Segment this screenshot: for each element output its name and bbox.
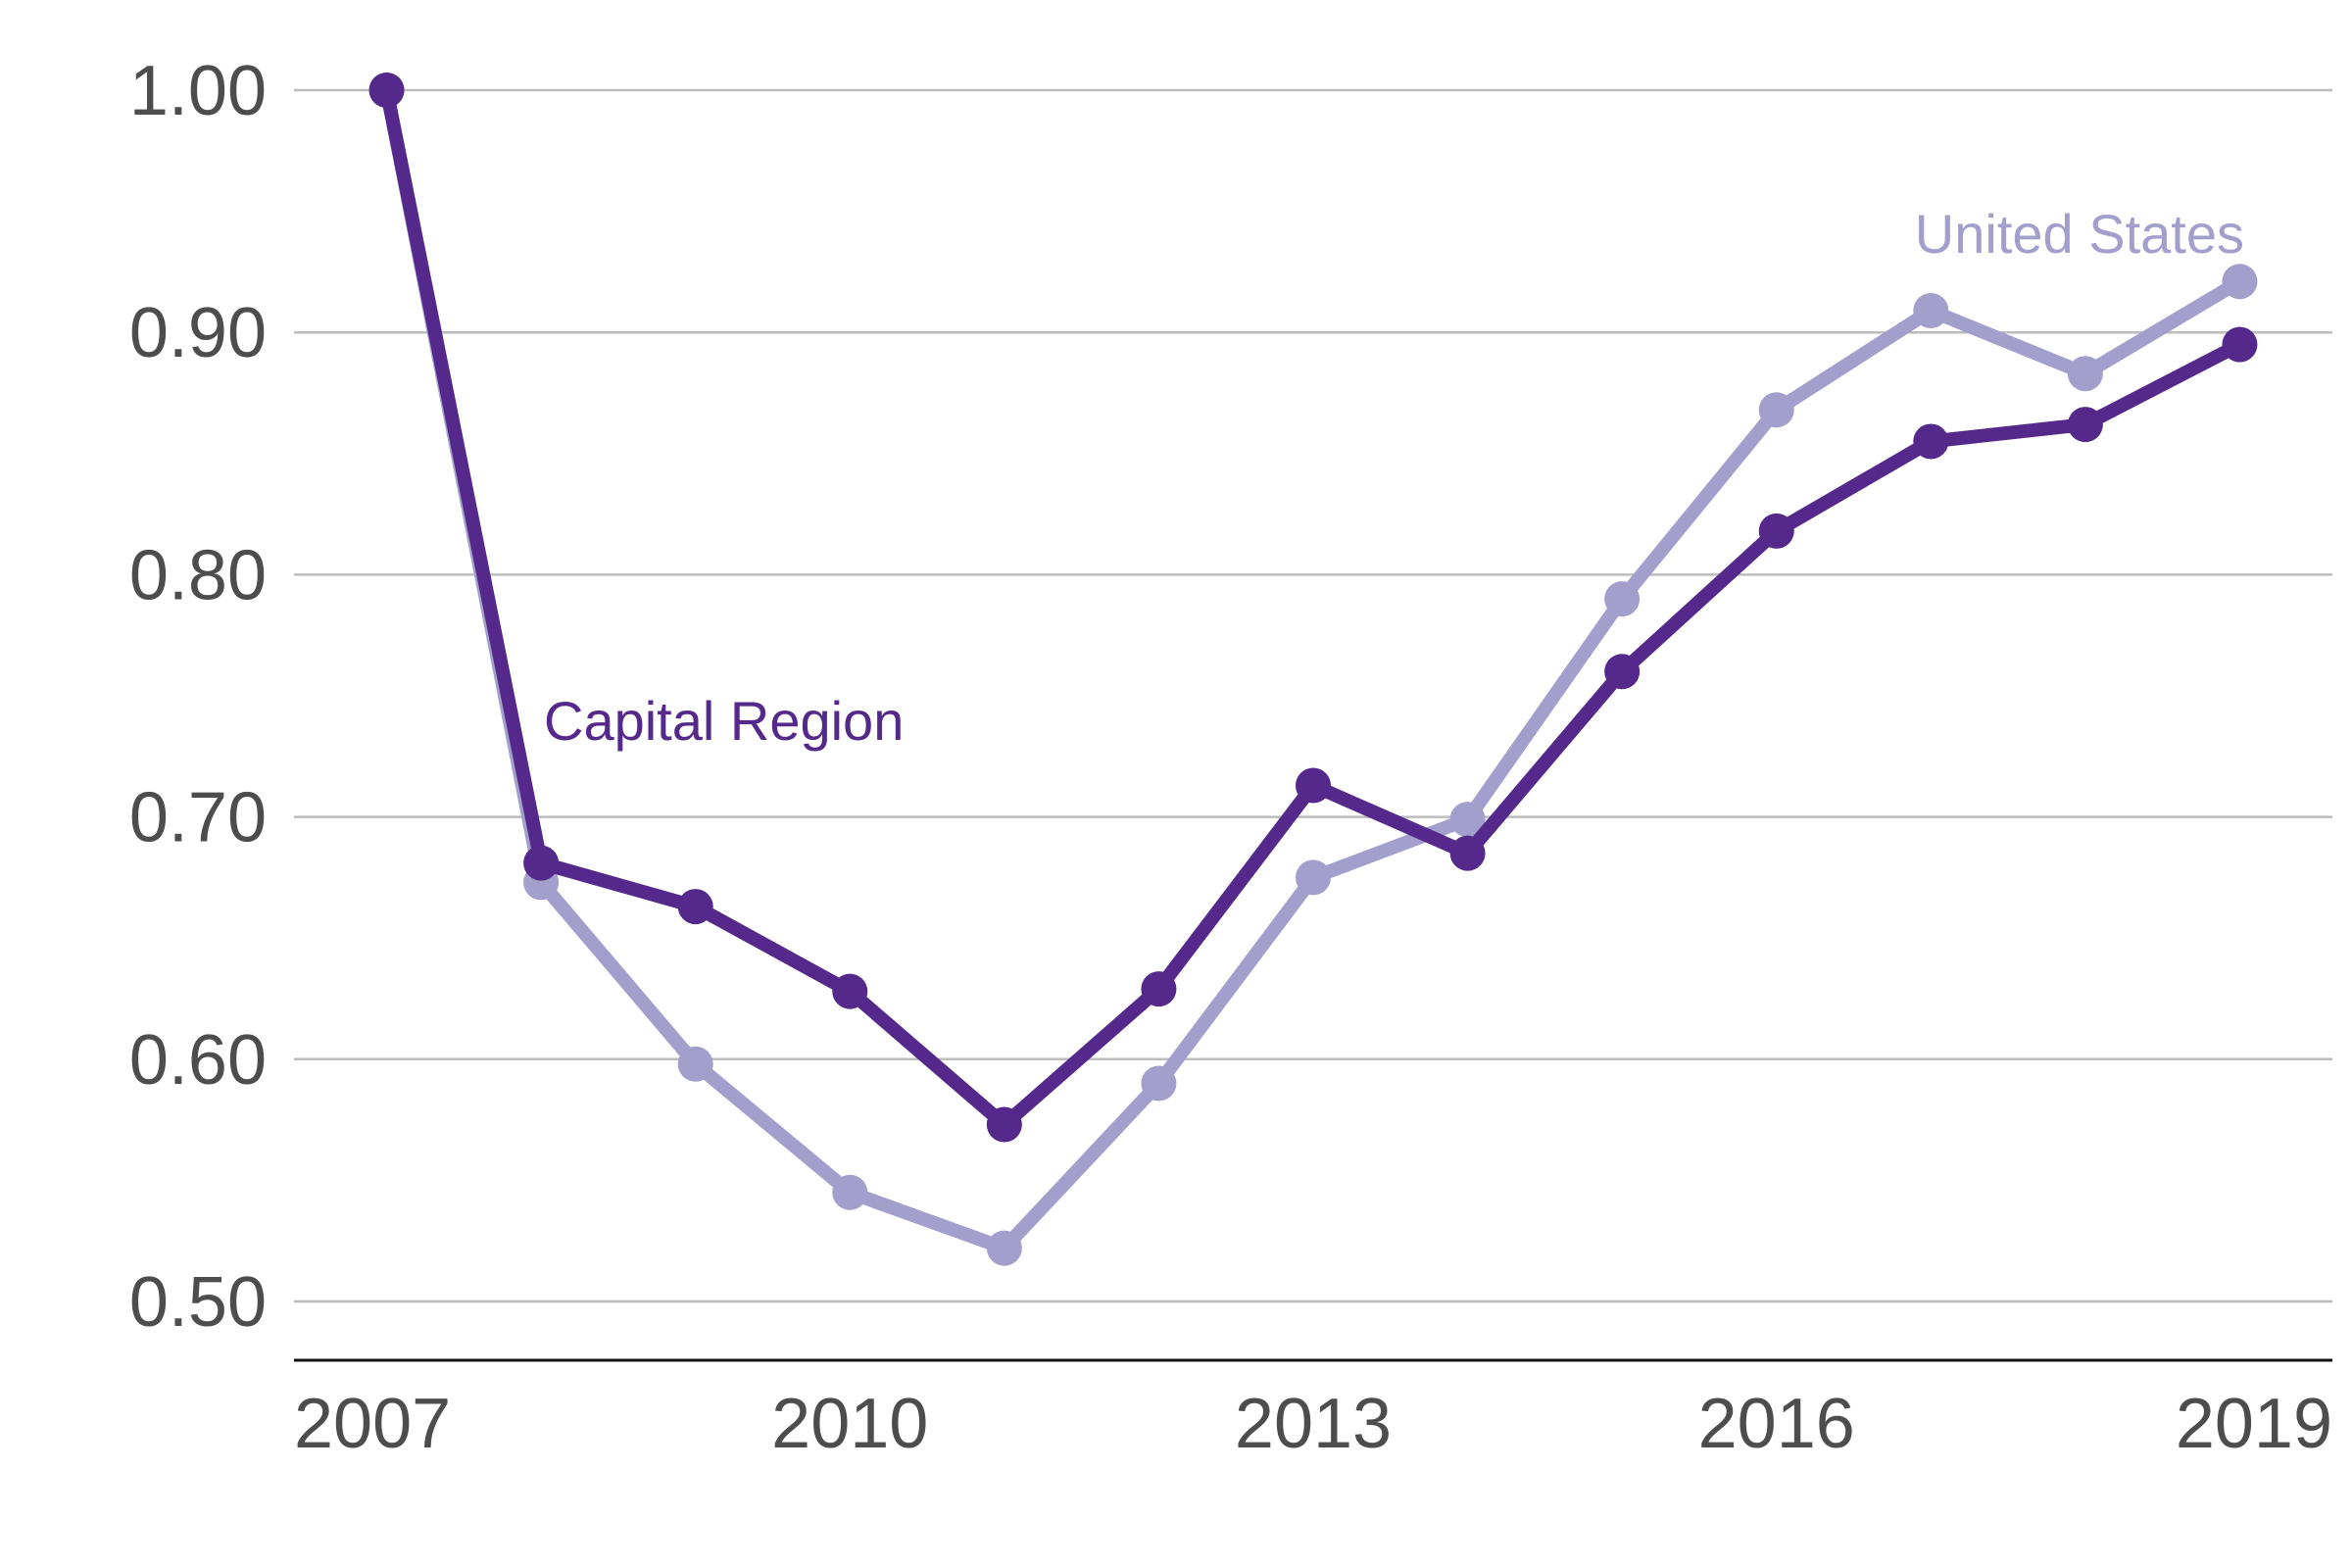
data-point bbox=[1604, 654, 1641, 690]
data-point bbox=[832, 973, 868, 1009]
data-point bbox=[677, 889, 713, 925]
data-point bbox=[1296, 859, 1331, 896]
data-point bbox=[2067, 407, 2103, 443]
x-tick-label: 2013 bbox=[1235, 1385, 1392, 1463]
data-point bbox=[523, 845, 560, 881]
x-tick-label: 2007 bbox=[294, 1385, 451, 1463]
series-label-capital-region: Capital Region bbox=[544, 690, 904, 752]
x-axis: 2007 2010 2013 2016 2019 bbox=[294, 1358, 2332, 1463]
series-capital-region bbox=[368, 73, 2258, 1143]
y-tick-label: 0.80 bbox=[129, 536, 267, 614]
data-point bbox=[832, 1174, 868, 1210]
y-tick-label: 1.00 bbox=[129, 52, 267, 130]
x-tick-label: 2010 bbox=[771, 1385, 928, 1463]
series-labels: United States Capital Region bbox=[544, 203, 2244, 752]
data-point bbox=[2067, 356, 2103, 392]
x-tick-label: 2016 bbox=[1698, 1385, 1855, 1463]
data-point bbox=[1449, 802, 1486, 838]
data-point bbox=[1604, 581, 1641, 617]
data-point bbox=[677, 1046, 713, 1082]
y-tick-label: 0.70 bbox=[129, 779, 267, 858]
data-point bbox=[1913, 292, 1949, 328]
series-label-united-states: United States bbox=[1915, 203, 2244, 265]
data-point bbox=[986, 1230, 1022, 1266]
y-tick-label: 0.50 bbox=[129, 1263, 267, 1342]
data-point bbox=[1913, 423, 1949, 460]
x-tick-label: 2019 bbox=[2176, 1385, 2332, 1463]
data-point bbox=[1141, 971, 1177, 1007]
data-point bbox=[1758, 513, 1794, 549]
data-point bbox=[1141, 1065, 1177, 1102]
data-point bbox=[368, 73, 405, 108]
y-tick-label: 0.60 bbox=[129, 1021, 267, 1100]
data-point bbox=[2222, 264, 2258, 300]
data-point bbox=[1449, 835, 1486, 871]
data-point bbox=[2222, 326, 2258, 363]
gridlines bbox=[294, 88, 2332, 1303]
data-point bbox=[1296, 767, 1331, 804]
data-point bbox=[1758, 392, 1794, 428]
data-point bbox=[986, 1106, 1022, 1143]
series-lines bbox=[368, 73, 2258, 1266]
y-tick-label: 0.90 bbox=[129, 294, 267, 372]
series-united-states bbox=[368, 73, 2258, 1266]
y-axis: 1.00 0.90 0.80 0.70 0.60 0.50 bbox=[129, 52, 267, 1342]
